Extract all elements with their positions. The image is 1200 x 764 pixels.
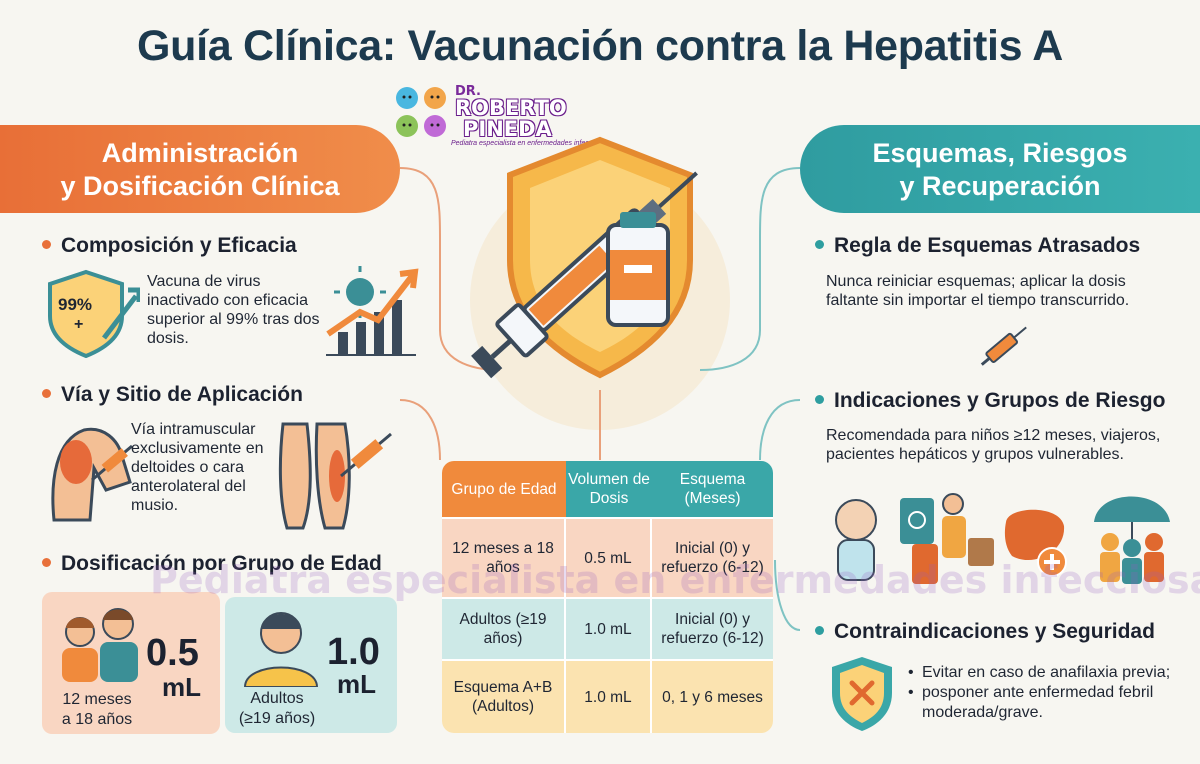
adult-dose-unit: mL — [337, 669, 376, 699]
table-header-volume: Volumen de Dosis — [566, 461, 652, 517]
growth-chart-virus-icon — [326, 266, 419, 356]
indications-heading: Indicaciones y Grupos de Riesgo — [815, 389, 1165, 413]
small-syringe-icon — [980, 326, 1027, 366]
logo-prefix: DR. — [455, 84, 481, 99]
orange-bullet-icon — [42, 557, 51, 567]
efficacy-shield-icon — [48, 269, 140, 358]
table-cell: Inicial (0) y refuerzo (6-12) — [652, 519, 773, 597]
right-banner-line2: y Recuperación — [899, 171, 1101, 201]
table-cell: 0, 1 y 6 meses — [652, 661, 773, 733]
children-dose-label: 12 meses a 18 años — [61, 691, 133, 728]
children-dose-value: 0.5 — [146, 632, 199, 674]
contraindications-list: Evitar en caso de anafilaxia previa; pos… — [908, 663, 1192, 723]
thigh-injection-icon — [278, 422, 392, 530]
deltoid-arm-icon — [51, 427, 133, 522]
table-cell: 1.0 mL — [566, 599, 650, 659]
children-icon — [62, 608, 138, 682]
indications-text: Recomendada para niños ≥12 meses, viajer… — [826, 427, 1161, 463]
adult-icon — [243, 612, 319, 687]
risk-groups-icon — [835, 493, 1170, 584]
late-schedule-heading: Regla de Esquemas Atrasados — [815, 234, 1140, 258]
dose-card-children: 0.5 mL 12 meses a 18 años — [42, 592, 220, 734]
table-cell: Adultos (≥19 años) — [442, 599, 564, 659]
table-header-schedule: Esquema (Meses) — [652, 461, 773, 517]
left-banner-line2: y Dosificación Clínica — [60, 171, 340, 201]
list-item: posponer ante enfermedad febril moderada… — [908, 683, 1192, 723]
dose-card-adults: 1.0 mL Adultos (≥19 años) — [225, 597, 397, 733]
warning-shield-icon — [832, 657, 892, 731]
right-banner-line1: Esquemas, Riesgos — [872, 138, 1128, 168]
teal-bullet-icon — [815, 239, 824, 249]
contraindications-heading: Contraindicaciones y Seguridad — [815, 620, 1155, 644]
late-schedule-text: Nunca reiniciar esquemas; aplicar la dos… — [826, 273, 1130, 309]
children-dose-unit: mL — [162, 672, 201, 702]
teal-bullet-icon — [815, 625, 824, 635]
kids-faces-icon — [396, 87, 446, 137]
table-cell: Inicial (0) y refuerzo (6-12) — [652, 599, 773, 659]
list-item: Evitar en caso de anafilaxia previa; — [908, 663, 1192, 683]
table-cell: Esquema A+B (Adultos) — [442, 661, 564, 733]
page-title: Guía Clínica: Vacunación contra la Hepat… — [136, 22, 1064, 70]
logo-name-line2: PINEDA — [463, 117, 552, 141]
orange-bullet-icon — [42, 239, 51, 249]
table-cell: 1.0 mL — [566, 661, 650, 733]
table-header-age: Grupo de Edad — [442, 461, 566, 517]
efficacy-badge-plus: + — [74, 316, 84, 333]
logo-tagline: Pediatra especialista en enfermedades in… — [451, 140, 609, 147]
table-cell: 12 meses a 18 años — [442, 519, 564, 597]
adult-dose-label: Adultos (≥19 años) — [238, 690, 316, 727]
orange-bullet-icon — [42, 388, 51, 398]
logo-name-line1: ROBERTO — [455, 96, 567, 120]
route-text: Vía intramuscular exclusivamente en delt… — [131, 421, 264, 514]
dosing-heading: Dosificación por Grupo de Edad — [42, 552, 382, 576]
shield-syringe-icon — [471, 136, 698, 379]
left-section-banner: Administración y Dosificación Clínica — [0, 125, 400, 213]
watermark-text: Pediatra especialista en enfermedades in… — [150, 558, 1200, 602]
table-cell: 0.5 mL — [566, 519, 650, 597]
efficacy-badge: 99% — [58, 295, 93, 314]
left-banner-line1: Administración — [101, 138, 299, 168]
right-section-banner: Esquemas, Riesgos y Recuperación — [800, 125, 1200, 213]
teal-bullet-icon — [815, 394, 824, 404]
composition-heading: Composición y Eficacia — [42, 234, 297, 258]
route-heading: Vía y Sitio de Aplicación — [42, 383, 303, 407]
composition-text: Vacuna de virus inactivado con eficacia … — [147, 273, 320, 347]
doctor-logo: DR. ROBERTO PINEDA Pediatra especialista… — [393, 82, 609, 152]
adult-dose-value: 1.0 — [327, 631, 380, 673]
dosing-schedule-table: Grupo de Edad Volumen de Dosis Esquema (… — [442, 461, 773, 733]
